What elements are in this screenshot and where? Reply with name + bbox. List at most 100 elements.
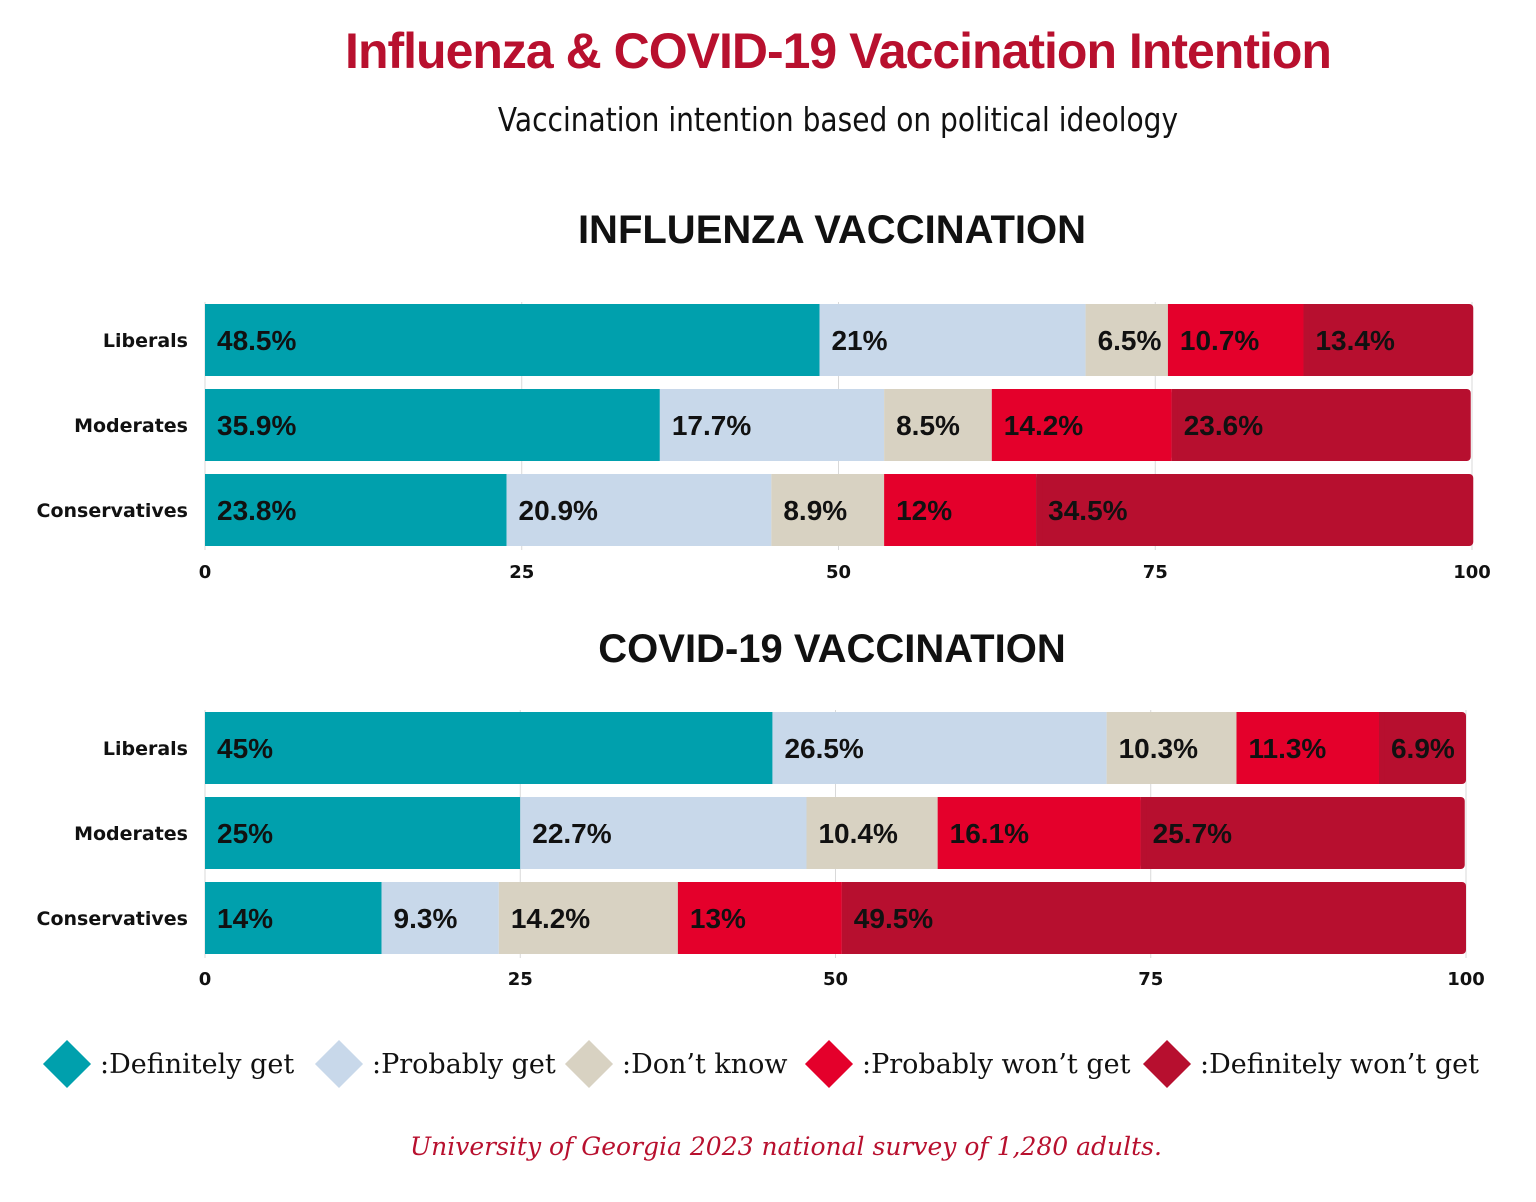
bar-value-label: 14.2% xyxy=(511,903,590,934)
bar-segment xyxy=(806,797,938,869)
x-tick-label: 75 xyxy=(1138,969,1163,990)
bar-segment xyxy=(1036,474,1474,546)
x-tick-label: 50 xyxy=(823,969,848,990)
category-label: Moderates xyxy=(74,415,188,437)
bar-value-label: 16.1% xyxy=(950,818,1029,849)
legend-item: :Probably get xyxy=(314,1034,556,1094)
bar-value-label: 22.7% xyxy=(532,818,611,849)
bar-segment xyxy=(205,389,660,461)
legend-item: :Don’t know xyxy=(564,1034,788,1094)
bar-value-label: 10.3% xyxy=(1119,733,1198,764)
bar-segment xyxy=(884,474,1037,546)
bar-segment xyxy=(1303,304,1474,376)
bar-value-label: 10.7% xyxy=(1180,325,1259,356)
bar-segment xyxy=(498,882,678,954)
legend-item: :Definitely get xyxy=(42,1034,295,1094)
bar-value-label: 23.6% xyxy=(1184,410,1263,441)
legend: :Definitely get :Probably get :Don’t know:… xyxy=(42,1034,1500,1094)
bar-segment xyxy=(884,389,992,461)
category-label: Conservatives xyxy=(37,908,188,930)
category-label: Liberals xyxy=(103,738,188,760)
legend-item: :Definitely won’t get xyxy=(1142,1034,1479,1094)
bar-segment xyxy=(659,389,885,461)
bar-segment xyxy=(205,304,820,376)
bar-value-label: 26.5% xyxy=(784,733,863,764)
bar-segment-edge xyxy=(1171,389,1178,461)
legend-diamond-icon xyxy=(564,1039,614,1089)
x-tick-label: 0 xyxy=(199,969,212,990)
legend-item: :Probably won’t get xyxy=(804,1034,1131,1094)
bar-value-label: 8.9% xyxy=(783,495,847,526)
chart-title: INFLUENZA VACCINATION xyxy=(578,208,1086,252)
bar-segment xyxy=(1106,712,1237,784)
bar-segment xyxy=(1140,797,1465,869)
category-label: Moderates xyxy=(74,823,188,845)
bar-value-label: 49.5% xyxy=(854,903,933,934)
bar-value-label: 14% xyxy=(217,903,273,934)
x-tick-label: 25 xyxy=(508,969,533,990)
bar-segment xyxy=(520,797,807,869)
bar-segment xyxy=(205,712,773,784)
bar-value-label: 45% xyxy=(217,733,273,764)
bar-value-label: 12% xyxy=(896,495,952,526)
bar-segment-edge xyxy=(841,882,848,954)
bar-segment xyxy=(1085,304,1168,376)
bar-segment xyxy=(991,389,1172,461)
bar-value-label: 17.7% xyxy=(672,410,751,441)
bar-value-label: 20.9% xyxy=(519,495,598,526)
bar-segment xyxy=(937,797,1141,869)
bar-segment xyxy=(205,797,521,869)
bar-segment xyxy=(1378,712,1466,784)
source-note: University of Georgia 2023 national surv… xyxy=(410,1132,1162,1161)
bar-value-label: 48.5% xyxy=(217,325,296,356)
legend-label: :Probably get xyxy=(372,1048,556,1080)
bar-value-label: 10.4% xyxy=(818,818,897,849)
bar-segment xyxy=(1171,389,1471,461)
bar-value-label: 35.9% xyxy=(217,410,296,441)
bar-segment xyxy=(772,712,1107,784)
bar-value-label: 9.3% xyxy=(394,903,458,934)
x-tick-label: 0 xyxy=(199,562,212,583)
x-tick-label: 25 xyxy=(509,562,534,583)
bar-value-label: 25% xyxy=(217,818,273,849)
legend-label: :Definitely won’t get xyxy=(1200,1048,1479,1080)
bar-segment xyxy=(771,474,885,546)
bar-segment xyxy=(506,474,772,546)
bar-segment xyxy=(819,304,1086,376)
legend-diamond-icon xyxy=(42,1039,92,1089)
legend-label: :Definitely get xyxy=(100,1048,295,1080)
legend-label: :Probably won’t get xyxy=(862,1048,1131,1080)
bar-segment-edge xyxy=(1036,474,1043,546)
x-tick-label: 75 xyxy=(1143,562,1168,583)
category-label: Conservatives xyxy=(37,500,188,522)
bar-value-label: 25.7% xyxy=(1153,818,1232,849)
bar-segment-edge xyxy=(1378,712,1385,784)
bar-value-label: 23.8% xyxy=(217,495,296,526)
legend-diamond-icon xyxy=(1142,1039,1192,1089)
bar-value-label: 14.2% xyxy=(1004,410,1083,441)
bar-value-label: 21% xyxy=(831,325,887,356)
bar-segment-edge xyxy=(1303,304,1310,376)
bar-value-label: 8.5% xyxy=(896,410,960,441)
chart-title: COVID-19 VACCINATION xyxy=(598,627,1065,671)
bar-value-label: 13% xyxy=(690,903,746,934)
bar-segment xyxy=(1236,712,1379,784)
category-label: Liberals xyxy=(103,330,188,352)
legend-diamond-icon xyxy=(804,1039,854,1089)
legend-label: :Don’t know xyxy=(622,1048,788,1080)
bar-value-label: 6.9% xyxy=(1391,733,1455,764)
bar-segment xyxy=(1167,304,1304,376)
bar-value-label: 34.5% xyxy=(1048,495,1127,526)
bar-value-label: 6.5% xyxy=(1098,325,1162,356)
bar-segment xyxy=(205,474,507,546)
x-tick-label: 50 xyxy=(826,562,851,583)
bar-segment xyxy=(841,882,1466,954)
bar-segment xyxy=(677,882,842,954)
x-tick-label: 100 xyxy=(1447,969,1485,990)
bar-segment xyxy=(205,882,382,954)
x-tick-label: 100 xyxy=(1453,562,1491,583)
bar-segment xyxy=(381,882,499,954)
page-title: Influenza & COVID-19 Vaccination Intenti… xyxy=(345,23,1332,79)
legend-diamond-icon xyxy=(314,1039,364,1089)
